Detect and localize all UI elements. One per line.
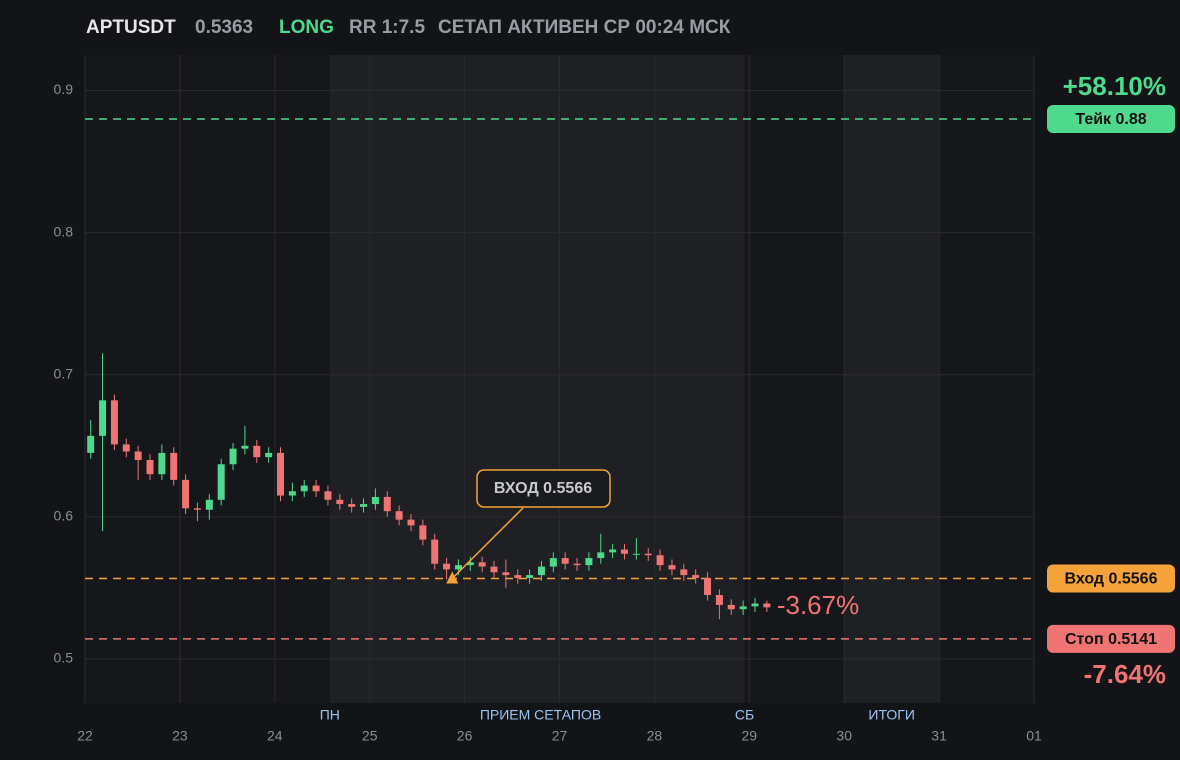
candle-body [241, 445, 249, 449]
x-tick-label: 26 [457, 728, 473, 744]
candle-body [217, 464, 225, 500]
candle-body [265, 452, 273, 458]
x-tick-label: 28 [647, 728, 663, 744]
candle-body [656, 555, 664, 566]
candle-body [454, 565, 462, 570]
x-tick-label: 27 [552, 728, 568, 744]
x-tick-label: 30 [836, 728, 852, 744]
candle-body [407, 519, 415, 526]
x-tick-label: 25 [362, 728, 378, 744]
x-tick-label: 24 [267, 728, 283, 744]
candle-body [110, 400, 118, 445]
level-label: Стоп 0.5141 [1065, 631, 1157, 648]
candle-body [502, 572, 510, 576]
x-tick-label: 23 [172, 728, 188, 744]
candle-body [99, 400, 107, 436]
candle-body [704, 577, 712, 595]
candle-body [621, 549, 629, 554]
candle-body [371, 496, 379, 505]
level-label: Вход 0.5566 [1065, 571, 1158, 588]
band-label: ПРИЕМ СЕТАПОВ [480, 707, 601, 723]
y-tick-label: 0.7 [54, 365, 74, 381]
candle-body [182, 479, 190, 509]
side: LONG [279, 17, 334, 38]
entry-marker [446, 571, 459, 584]
x-tick-label: 22 [77, 728, 93, 744]
candle-body [537, 566, 545, 576]
entry-connector [451, 507, 524, 580]
candle-body [324, 491, 332, 500]
candle-body [360, 504, 368, 507]
candle-body [478, 562, 486, 567]
level-pill [1047, 104, 1175, 133]
candle-body [193, 508, 201, 510]
candle-body [763, 603, 771, 608]
band-label: ПН [320, 707, 340, 723]
candle-body [205, 499, 213, 510]
level-label: Тейк 0.88 [1075, 111, 1146, 128]
candle-body [632, 553, 640, 555]
candle-body [597, 552, 605, 559]
candle-body [644, 553, 652, 556]
x-tick-label: 29 [742, 728, 758, 744]
entry-box-label: ВХОД 0.5566 [494, 480, 592, 497]
rr: RR 1:7.5 [349, 17, 425, 38]
band-label: ИТОГИ [868, 707, 915, 723]
price: 0.5363 [195, 17, 253, 38]
candle-body [229, 448, 237, 465]
candle-body [300, 485, 308, 492]
candle-body [312, 485, 320, 492]
candle-body [490, 566, 498, 573]
candle-body [526, 575, 534, 578]
candle-body [158, 452, 166, 475]
y-tick-label: 0.5 [54, 650, 74, 666]
candle-body [549, 558, 557, 567]
y-tick-label: 0.9 [54, 81, 74, 97]
candle-body [573, 563, 581, 566]
candle-body [431, 539, 439, 564]
x-tick-label: 01 [1026, 728, 1042, 744]
candle-body [336, 499, 344, 505]
candle-body [87, 435, 95, 453]
candle-body [668, 565, 676, 570]
session-band [329, 55, 745, 703]
candle-body [443, 563, 451, 570]
candle-body [395, 511, 403, 520]
candle-body [739, 606, 747, 610]
level-pct: +58.10% [1063, 71, 1166, 101]
status: СЕТАП АКТИВЕН СР 00:24 МСК [438, 17, 731, 38]
candle-body [466, 562, 474, 566]
candle-body [514, 575, 522, 578]
y-tick-label: 0.6 [54, 508, 74, 524]
candle-body [134, 451, 142, 460]
candle-body [253, 445, 261, 458]
candle-body [419, 525, 427, 540]
session-band [844, 55, 940, 703]
candle-body [609, 549, 617, 553]
candle-body [585, 558, 593, 566]
candle-body [348, 504, 356, 507]
current-pct: -3.67% [777, 590, 859, 620]
candle-body [715, 595, 723, 605]
entry-box [476, 469, 611, 508]
candle-body [288, 491, 296, 496]
candle-body [276, 452, 284, 496]
candle-body [692, 575, 700, 578]
y-tick-label: 0.8 [54, 223, 74, 239]
candle-body [122, 444, 130, 452]
candle-body [170, 452, 178, 480]
symbol: APTUSDT [86, 17, 176, 38]
candle-body [751, 603, 759, 607]
candle-body [146, 460, 154, 475]
candle-body [680, 569, 688, 576]
level-pct: -7.64% [1084, 659, 1166, 689]
level-pill [1047, 564, 1175, 593]
candle-body [727, 604, 735, 610]
x-tick-label: 31 [931, 728, 947, 744]
candle-body [561, 558, 569, 564]
candle-body [383, 496, 391, 512]
band-label: СБ [735, 707, 754, 723]
level-pill [1047, 624, 1175, 653]
